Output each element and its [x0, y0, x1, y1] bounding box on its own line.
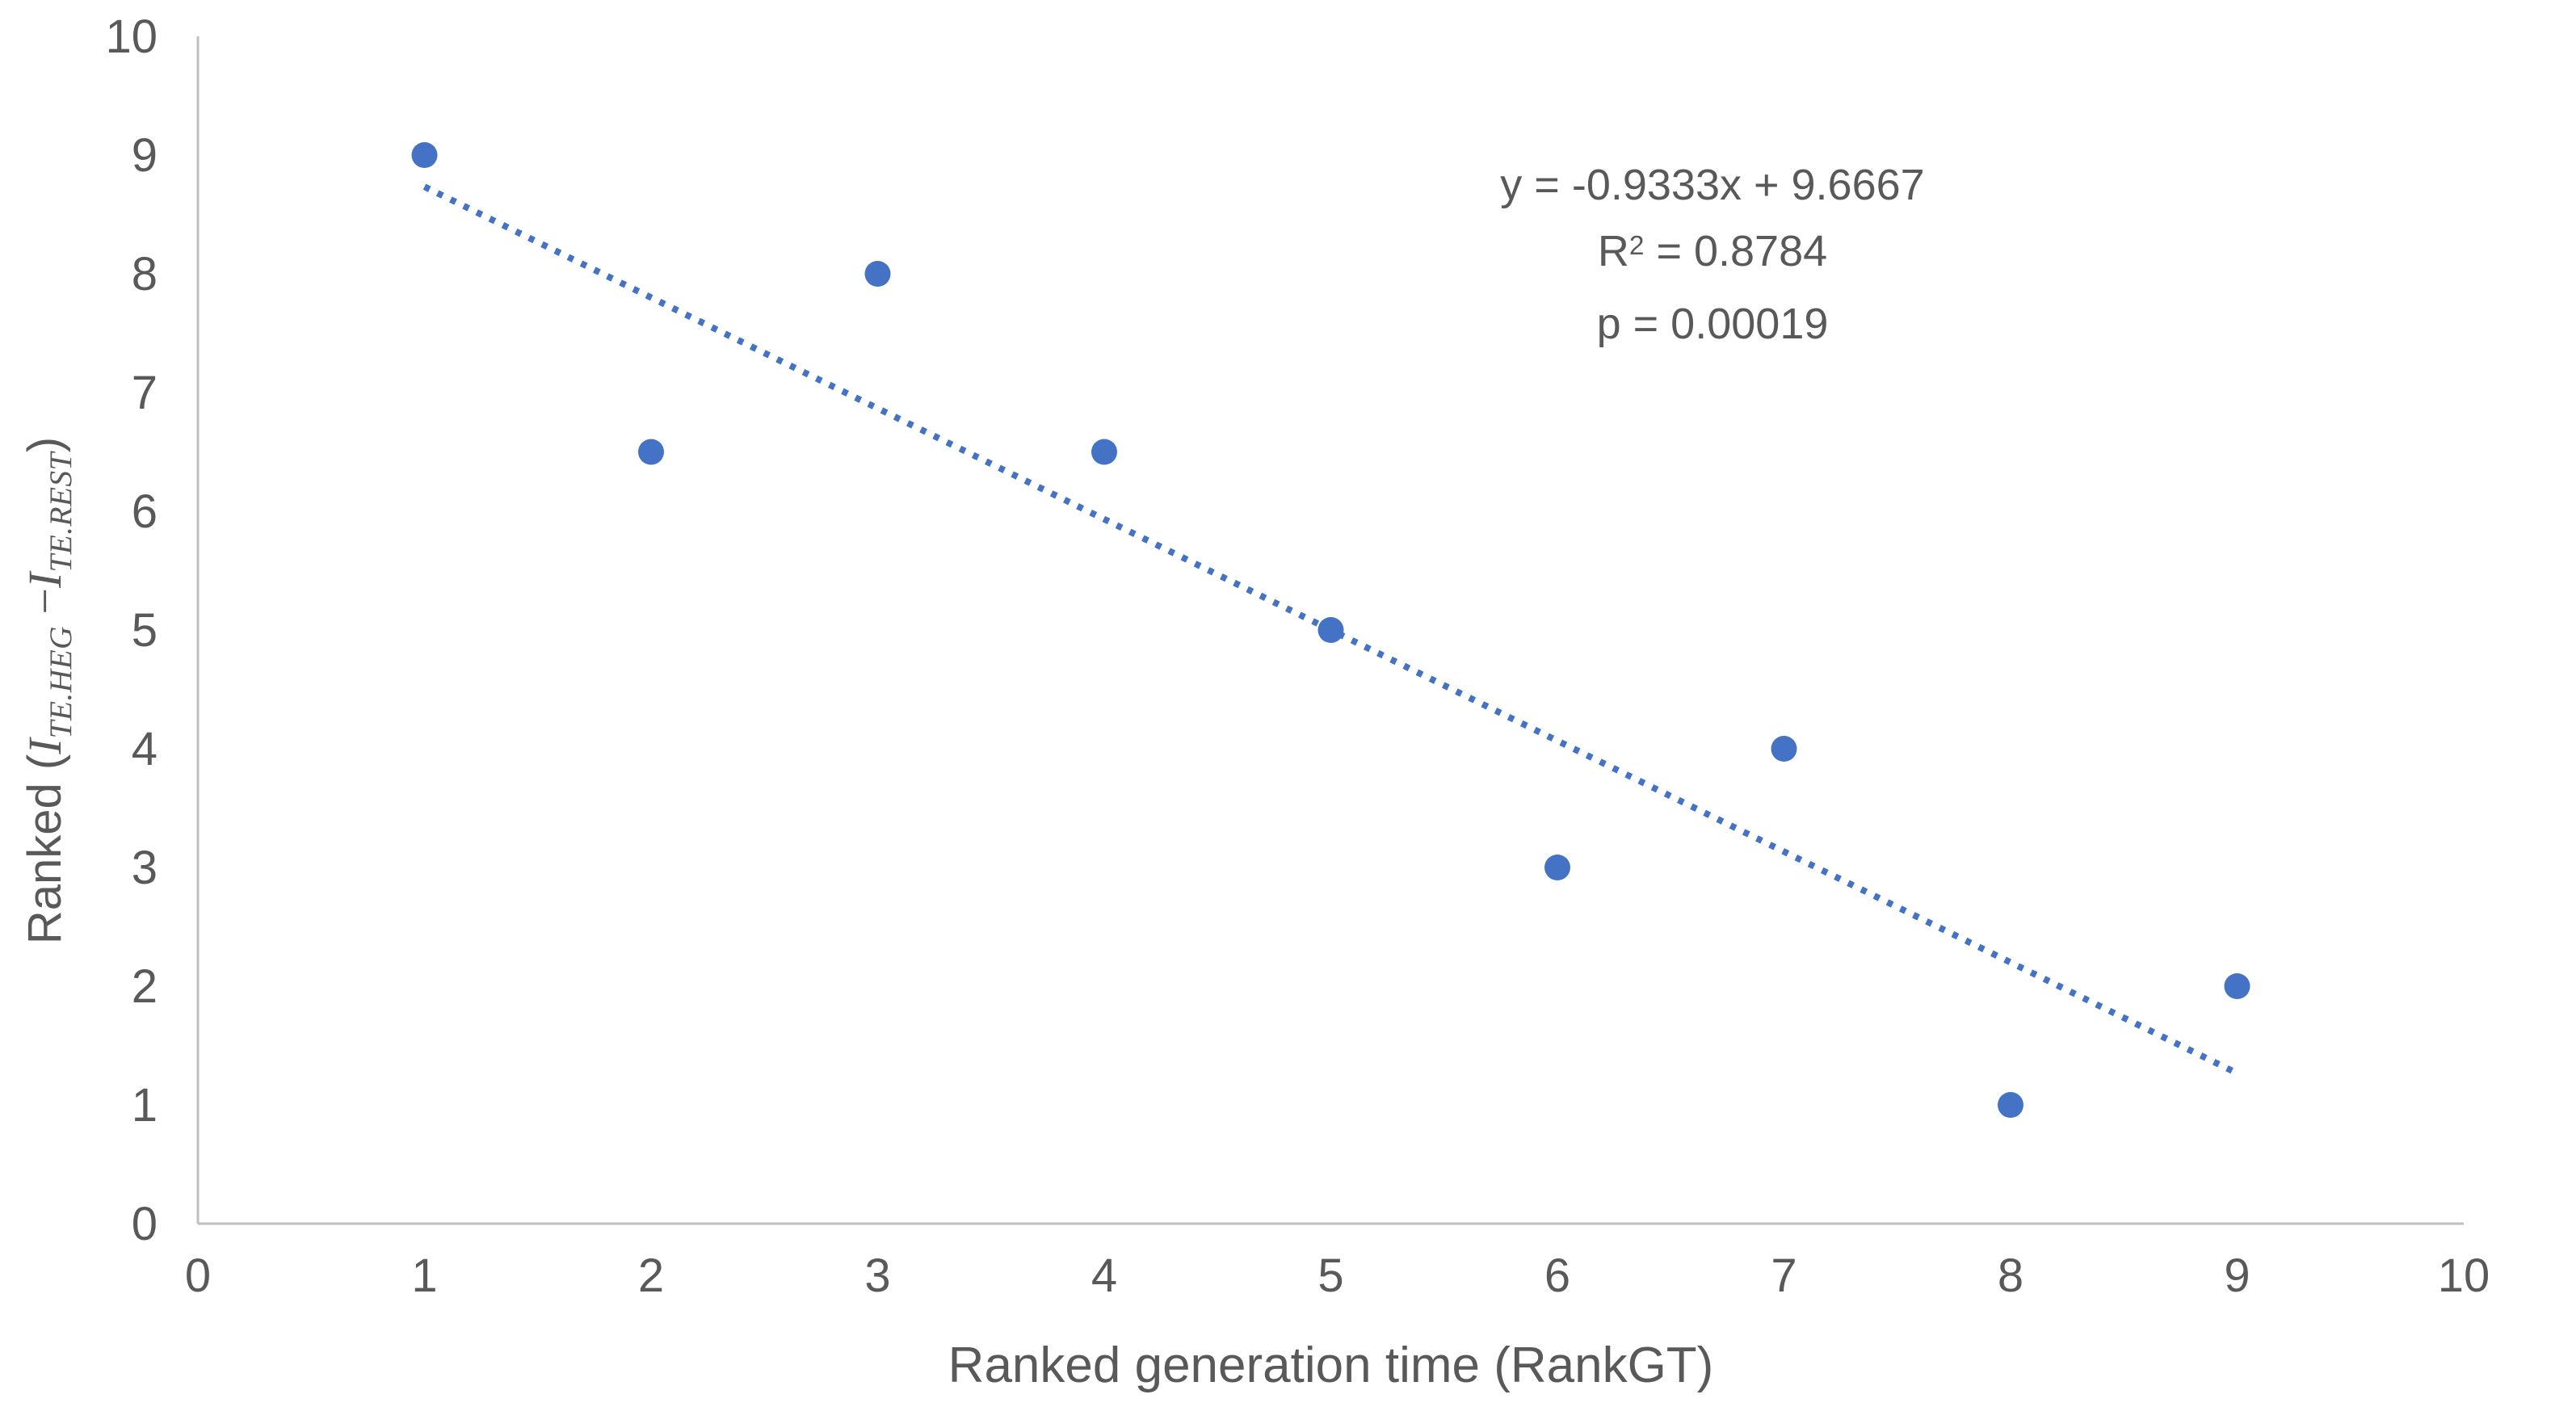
y-tick-label: 9 [132, 129, 158, 182]
y-axis-title-part: I [19, 738, 72, 754]
y-axis-title: Ranked (ITE.HEG −ITE.REST) [18, 437, 79, 944]
y-tick-label: 10 [105, 10, 158, 63]
x-tick-label: 4 [1091, 1250, 1117, 1302]
annotation-text: = 0.8784 [1644, 227, 1828, 275]
y-axis-title-part: ) [19, 436, 72, 453]
data-point [411, 142, 438, 168]
annotation-text: y = -0.9333x + 9.6667 [1500, 161, 1925, 209]
x-tick-label: 9 [2224, 1250, 2250, 1302]
y-axis-title-part: Ranked ( [19, 754, 72, 945]
y-tick-label: 7 [132, 367, 158, 419]
x-tick-label: 8 [1998, 1250, 2023, 1302]
x-tick-label: 5 [1317, 1250, 1343, 1302]
annotation-text: R [1597, 227, 1629, 275]
y-tick-label: 8 [132, 248, 158, 300]
x-tick-label: 3 [864, 1250, 890, 1302]
y-tick-label: 2 [132, 960, 158, 1013]
annotation-text: p = 0.00019 [1596, 300, 1829, 348]
y-tick-label: 6 [132, 485, 158, 538]
x-tick-label: 7 [1771, 1250, 1796, 1302]
trendline [422, 183, 2239, 1077]
y-axis-title-part: I [19, 572, 72, 588]
data-point [638, 439, 664, 465]
data-point [1771, 736, 1797, 762]
data-point [1091, 439, 1117, 465]
x-tick-label: 6 [1544, 1250, 1570, 1302]
y-tick-label: 3 [132, 842, 158, 894]
data-point [864, 261, 891, 287]
y-tick-label: 0 [132, 1198, 158, 1250]
superscript: 2 [1628, 230, 1645, 261]
y-tick-label: 1 [132, 1079, 158, 1132]
x-axis-title: Ranked generation time (RankGT) [948, 1338, 1714, 1393]
r-squared: R2 = 0.8784 [1500, 218, 1924, 291]
y-tick-label: 4 [132, 723, 158, 775]
trendline-equation: y = -0.9333x + 9.6667 [1500, 152, 1924, 218]
data-point [1998, 1092, 2023, 1118]
y-axis-title-part: − [19, 587, 72, 627]
y-tick-label: 5 [132, 604, 158, 657]
x-tick-label: 0 [185, 1250, 211, 1302]
x-tick-label: 10 [2438, 1250, 2490, 1302]
y-axis-title-part: TE.REST [42, 452, 78, 573]
data-point [2224, 973, 2250, 999]
p-value: p = 0.00019 [1500, 291, 1924, 357]
x-tick-label: 2 [638, 1250, 664, 1302]
data-point [1544, 855, 1570, 880]
trendline-annotation: y = -0.9333x + 9.6667 R2 = 0.8784 p = 0.00… [1500, 152, 1924, 357]
data-point [1317, 617, 1344, 643]
x-tick-label: 1 [411, 1250, 437, 1302]
y-axis-title-part: TE.HEG [42, 626, 78, 739]
